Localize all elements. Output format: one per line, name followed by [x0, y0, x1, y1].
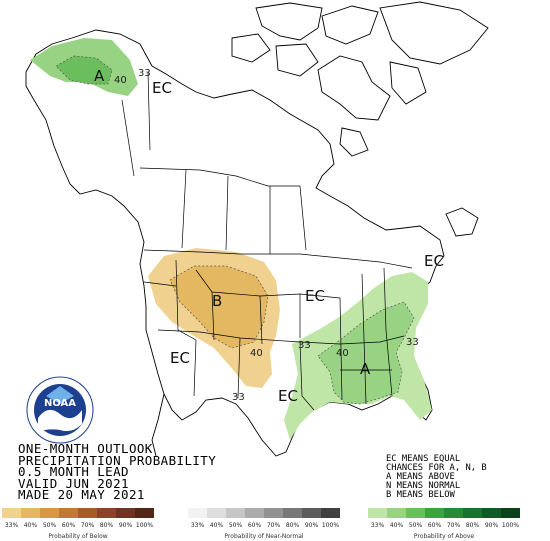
legend-swatch-normal-5: [283, 508, 302, 518]
legend-tick-above-2: 50%: [408, 522, 423, 529]
legend-tick-below-2: 50%: [42, 522, 57, 529]
ec-label-northeast: EC: [424, 252, 444, 270]
contour-lines: [55, 55, 415, 405]
title-line-5: MADE 20 MAY 2021: [18, 487, 145, 503]
a-label-alaska: A: [94, 67, 105, 85]
title-line-4: VALID JUN 2021: [18, 475, 129, 491]
title-line-1: ONE-MONTH OUTLOOK: [18, 441, 153, 456]
legend-swatch-below-2: [40, 508, 59, 518]
key-line-1: EC MEANS EQUAL: [386, 454, 461, 464]
legend-caption-below: Probability of Below: [48, 533, 108, 540]
legend-above: 33% 40% 50% 60% 70% 80% 90% 100% Probability of…: [368, 508, 520, 541]
legend-swatch-above-5: [463, 508, 482, 518]
legend-tick-normal-2: 50%: [228, 522, 243, 529]
legend-tick-above-4: 70%: [446, 522, 461, 529]
legend-swatch-above-6: [482, 508, 501, 518]
legend-tick-below-7: 100%: [135, 522, 154, 529]
above-normal-region-east: [284, 272, 432, 440]
svg-text:NOAA: NOAA: [44, 398, 76, 409]
legend-tick-below-5: 80%: [99, 522, 114, 529]
legend-swatch-above-4: [444, 508, 463, 518]
legend-swatch-normal-4: [264, 508, 283, 518]
legend-swatch-below-7: [135, 508, 154, 518]
legend-swatch-normal-1: [207, 508, 226, 518]
probability-legend: 33% 40% 50% 60% 70% 80% 90% 100% Probability of…: [0, 508, 550, 541]
outlook-title-block: ONE-MONTH OUTLOOK PRECIPITATION PROBABILI…: [18, 441, 217, 503]
contour-label-east-40: 40: [336, 348, 349, 359]
b-label-northwest: B: [212, 292, 222, 310]
legend-tick-normal-0: 33%: [190, 522, 205, 529]
legend-tick-normal-5: 80%: [285, 522, 300, 529]
legend-caption-normal: Probability of Near-Normal: [224, 533, 304, 540]
political-boundaries: [121, 71, 413, 411]
legend-normal: 33% 40% 50% 60% 70% 80% 90% 100% Probability of…: [188, 508, 340, 541]
legend-swatch-normal-7: [321, 508, 340, 518]
legend-swatch-below-0: [2, 508, 21, 518]
legend-tick-below-0: 33%: [4, 522, 19, 529]
contour-label-east-33b: 33: [406, 337, 419, 348]
contour-label-east-33: 33: [298, 340, 311, 351]
legend-tick-below-1: 40%: [23, 522, 38, 529]
ec-label-central: EC: [305, 287, 325, 305]
legend-swatch-above-1: [387, 508, 406, 518]
above-normal-region-alaska: [30, 38, 138, 96]
legend-tick-normal-4: 70%: [266, 522, 281, 529]
arctic-islands: [231, 1, 489, 157]
legend-swatch-normal-0: [188, 508, 207, 518]
legend-tick-below-3: 60%: [61, 522, 76, 529]
legend-tick-above-6: 90%: [484, 522, 499, 529]
legend-tick-above-0: 33%: [370, 522, 385, 529]
legend-swatch-normal-2: [226, 508, 245, 518]
a-label-southeast: A: [360, 360, 371, 378]
coastline: [25, 29, 479, 457]
contour-label-west-40: 40: [250, 348, 263, 359]
legend-swatch-above-2: [406, 508, 425, 518]
legend-tick-normal-7: 100%: [321, 522, 340, 529]
legend-swatch-below-6: [116, 508, 135, 518]
legend-tick-normal-1: 40%: [209, 522, 224, 529]
legend-swatch-above-0: [368, 508, 387, 518]
legend-below: 33% 40% 50% 60% 70% 80% 90% 100% Probability of…: [2, 508, 154, 541]
legend-tick-normal-3: 60%: [247, 522, 262, 529]
key-line-3: A MEANS ABOVE: [386, 472, 455, 482]
legend-swatch-normal-3: [245, 508, 264, 518]
legend-swatch-normal-6: [302, 508, 321, 518]
legend-tick-below-6: 90%: [118, 522, 133, 529]
key-line-2: CHANCES FOR A, N, B: [386, 463, 487, 473]
noaa-logo: NOAA: [26, 376, 94, 444]
legend-swatch-below-5: [97, 508, 116, 518]
ec-label-alaska: EC: [152, 79, 172, 97]
below-normal-region: [148, 248, 280, 388]
contour-label-alaska-40: 40: [114, 75, 127, 86]
legend-tick-normal-6: 90%: [304, 522, 319, 529]
title-line-3: 0.5 MONTH LEAD: [18, 464, 129, 480]
legend-caption-above: Probability of Above: [413, 533, 475, 540]
legend-tick-below-4: 70%: [80, 522, 95, 529]
legend-tick-above-1: 40%: [389, 522, 404, 529]
key-line-4: N MEANS NORMAL: [386, 481, 461, 491]
ec-label-texas: EC: [278, 387, 298, 405]
key-line-5: B MEANS BELOW: [386, 490, 455, 500]
contour-label-west-33: 33: [232, 392, 245, 403]
legend-swatch-below-4: [78, 508, 97, 518]
legend-tick-above-5: 80%: [465, 522, 480, 529]
legend-swatch-above-3: [425, 508, 444, 518]
legend-swatch-below-3: [59, 508, 78, 518]
legend-tick-above-3: 60%: [427, 522, 442, 529]
title-line-2: PRECIPITATION PROBABILITY: [18, 452, 217, 468]
legend-swatch-below-1: [21, 508, 40, 518]
contour-label-alaska-33: 33: [138, 68, 151, 79]
legend-tick-above-7: 100%: [501, 522, 520, 529]
legend-swatch-above-7: [501, 508, 520, 518]
ec-label-southwest: EC: [170, 349, 190, 367]
